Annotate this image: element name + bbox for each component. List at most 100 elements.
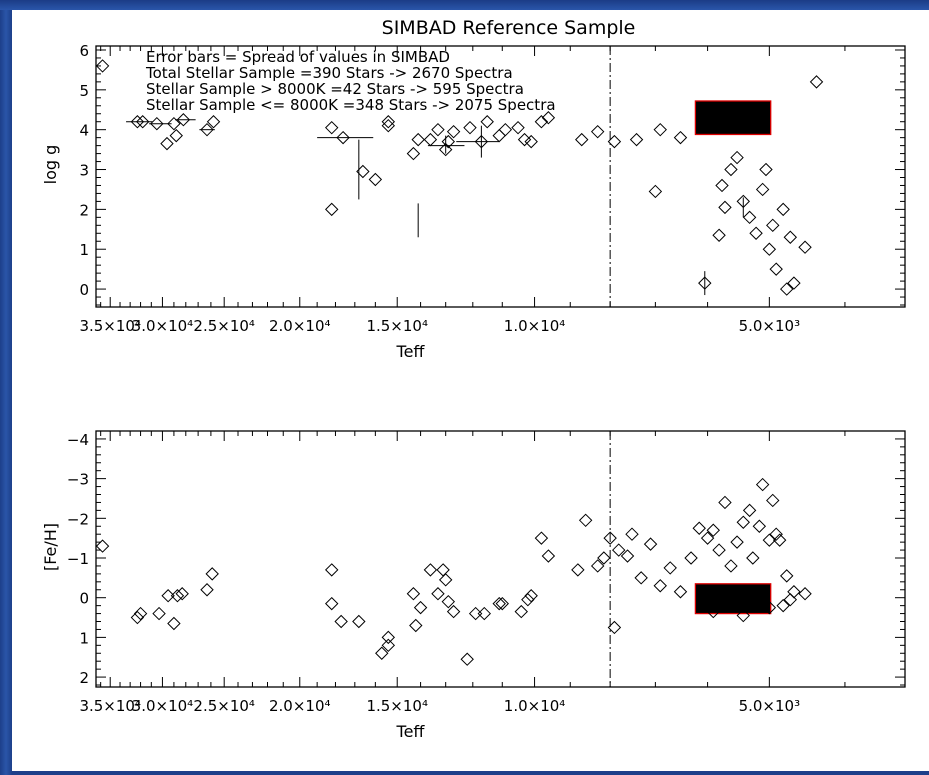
annotation-line: Stellar Sample <= 8000K =348 Stars -> 20… (146, 96, 556, 114)
logg-y-axis-label: log g (41, 145, 60, 185)
logg-data-point (135, 115, 150, 129)
feh-highlight-box (694, 583, 772, 615)
logg-data-point (541, 111, 556, 125)
feh-data-point (152, 606, 166, 621)
feh-data-point (776, 598, 790, 613)
logg-data-point (431, 122, 445, 137)
feh-data-point (436, 563, 450, 577)
logg-ytick-label: 3 (79, 162, 89, 180)
feh-data-point (438, 573, 453, 587)
feh-data-point (603, 531, 617, 545)
feh-dense-cluster (695, 583, 771, 614)
logg-xtick-label: 2.5×10⁴ (193, 317, 255, 335)
feh-data-point (205, 567, 219, 581)
feh-data-point (352, 614, 366, 629)
logg-data-point (648, 184, 663, 199)
logg-data-point (776, 202, 790, 217)
feh-xtick-label: 3.5×10⁴ (79, 697, 141, 715)
logg-data-point (762, 242, 777, 256)
logg-data-point (712, 228, 726, 242)
feh-ytick-label: −2 (67, 510, 89, 528)
logg-data-point (492, 128, 506, 143)
logg-data-point (474, 134, 489, 149)
feh-data-point (571, 563, 585, 577)
feh-data-point (755, 477, 770, 492)
logg-data-point (381, 118, 396, 133)
feh-data-point (161, 589, 175, 603)
feh-data-point (381, 630, 396, 645)
feh-data-point (736, 515, 750, 529)
feh-data-point (634, 571, 648, 585)
feh-xtick-label: 2.0×10⁴ (269, 697, 331, 715)
logg-ytick-label: 2 (79, 201, 89, 219)
feh-data-point (521, 592, 535, 607)
logg-data-point (381, 115, 396, 129)
logg-data-point (607, 134, 622, 149)
feh-data-point (742, 503, 757, 518)
feh-data-point (375, 646, 389, 660)
feh-data-point (766, 493, 780, 508)
feh-xtick-label: 3.0×10⁴ (132, 697, 194, 715)
feh-data-point (673, 585, 688, 599)
logg-data-point (718, 200, 732, 215)
logg-data-point (150, 116, 164, 131)
feh-data-point (706, 604, 720, 619)
chart-title: SIMBAD Reference Sample (382, 17, 636, 39)
logg-data-point (798, 240, 812, 254)
feh-data-point (495, 596, 509, 611)
slide-top-border (0, 0, 929, 10)
feh-data-point (524, 589, 538, 603)
feh-xtick-label: 1.0×10⁴ (504, 697, 566, 715)
feh-data-point (736, 608, 750, 623)
logg-data-point (653, 122, 667, 137)
feh-data-point (534, 531, 549, 545)
logg-data-point (446, 124, 461, 139)
feh-data-point (170, 589, 185, 603)
feh-data-point (730, 535, 744, 549)
logg-data-point (524, 134, 538, 149)
logg-data-point (730, 150, 744, 165)
logg-data-point (463, 120, 477, 135)
logg-data-point (169, 128, 183, 143)
feh-data-point (413, 600, 428, 615)
logg-highlight-box (694, 100, 772, 136)
logg-data-point (517, 132, 532, 147)
feh-data-point (325, 596, 339, 611)
feh-data-point (590, 559, 605, 573)
feh-data-point (700, 531, 715, 545)
annotation-line: Total Stellar Sample =390 Stars -> 2670 … (145, 64, 513, 82)
feh-data-point (643, 537, 658, 551)
feh-ytick-label: −4 (67, 431, 89, 449)
feh-data-point (541, 549, 556, 563)
feh-data-point (787, 585, 801, 599)
feh-xtick-label: 2.5×10⁴ (193, 697, 255, 715)
logg-data-point (95, 59, 110, 73)
feh-data-point (460, 652, 474, 666)
feh-data-point (578, 513, 593, 528)
feh-data-point (431, 587, 445, 601)
feh-data-point (772, 533, 787, 547)
feh-data-point (446, 604, 461, 619)
feh-data-point (612, 543, 626, 557)
feh-data-point (783, 592, 798, 607)
logg-data-point (498, 122, 513, 137)
logg-data-point (698, 276, 712, 290)
logg-data-point (206, 115, 221, 129)
logg-data-point (200, 122, 214, 137)
slide-canvas: 3.5×10⁴ 3.0×10⁴ 2.5×10⁴ 2.0×10⁴ 1.5×10⁴ 1.0×1… (12, 10, 929, 771)
feh-ytick-label: 0 (79, 590, 89, 608)
feh-data-point (780, 569, 794, 583)
logg-ytick-label: 1 (79, 241, 89, 259)
feh-data-point (133, 606, 148, 621)
feh-data-point (653, 579, 667, 593)
logg-data-point (325, 120, 339, 135)
feh-ytick-label: 1 (79, 629, 89, 647)
logg-plot-frame (95, 45, 906, 308)
logg-data-point (590, 124, 605, 139)
feh-y-axis-label: [Fe/H] (41, 523, 60, 571)
logg-ytick-label: 0 (79, 281, 89, 299)
feh-xtick-label: 1.5×10⁴ (366, 697, 428, 715)
logg-data-point (411, 132, 425, 147)
logg-data-point (438, 142, 453, 157)
feh-data-point (706, 523, 720, 537)
